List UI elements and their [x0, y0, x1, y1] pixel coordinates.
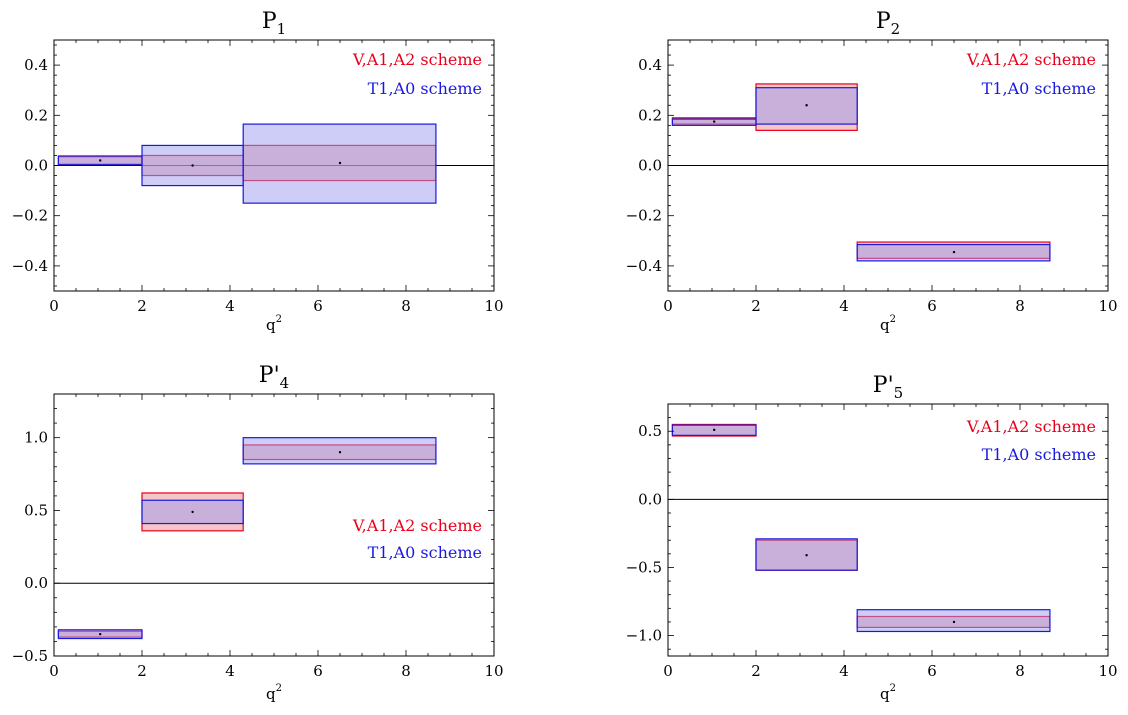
x-tick-label: 2	[137, 662, 147, 680]
x-tick-label: 4	[839, 297, 849, 315]
central-value-point-2	[191, 164, 194, 167]
panel-title: P'5	[873, 373, 903, 402]
x-tick-label: 2	[751, 662, 761, 680]
central-value-point-2	[191, 510, 194, 514]
blue-band-3	[856, 609, 1051, 633]
y-tick-label: −0.2	[626, 207, 662, 225]
x-tick-label: 2	[137, 297, 147, 315]
legend-red-label: V,A1,A2 scheme	[966, 50, 1096, 69]
y-tick-label: 0.2	[24, 106, 48, 124]
x-tick-label: 10	[1098, 297, 1117, 315]
x-axis-label: q2	[266, 683, 282, 703]
x-tick-label: 10	[484, 662, 503, 680]
legend-blue-label: T1,A0 scheme	[368, 79, 482, 98]
central-value-point-3	[338, 161, 342, 165]
x-tick-label: 8	[1015, 662, 1025, 680]
panel-title: P1	[262, 9, 286, 38]
y-tick-label: −0.4	[12, 257, 48, 275]
central-value-point-1	[99, 159, 102, 162]
y-tick-label: −0.5	[626, 558, 662, 576]
central-value-point-2	[805, 104, 808, 107]
legend-red-label: V,A1,A2 scheme	[352, 50, 482, 69]
blue-band-3	[242, 437, 437, 465]
x-axis-label: q2	[880, 314, 896, 334]
x-tick-label: 0	[49, 662, 59, 680]
y-tick-label: 0.2	[638, 106, 662, 124]
legend-red-label: V,A1,A2 scheme	[352, 516, 482, 535]
x-tick-label: 0	[663, 297, 673, 315]
y-tick-label: 0.4	[24, 56, 48, 74]
y-tick-label: 0.0	[638, 490, 662, 508]
legend-blue-label: T1,A0 scheme	[368, 543, 482, 562]
central-value-point-3	[338, 451, 342, 454]
x-tick-label: 4	[225, 297, 235, 315]
x-tick-label: 8	[401, 297, 411, 315]
y-tick-label: 0.0	[24, 574, 48, 592]
panel-1: 0 2 4 6 8 10 −0.4 −0.2 0.0 0.2 0.4 P1 q2 V,A1,A2 sche…	[12, 9, 504, 334]
panel-2: 0 2 4 6 8 10 −0.4 −0.2 0.0 0.2 0.4 P2 q2 V,A1,A2 sche…	[626, 9, 1118, 334]
y-tick-label: 1.0	[24, 429, 48, 447]
y-tick-label: −0.2	[12, 207, 48, 225]
central-value-point-2	[805, 554, 808, 557]
panel-title: P2	[876, 9, 900, 38]
y-tick-label: 0.0	[24, 157, 48, 175]
y-tick-label: −0.5	[12, 647, 48, 665]
x-tick-label: 6	[313, 662, 323, 680]
central-value-point-3	[952, 620, 956, 624]
x-tick-label: 10	[1098, 662, 1117, 680]
central-value-point-1	[713, 428, 716, 432]
y-tick-label: −1.0	[626, 627, 662, 645]
x-tick-label: 6	[313, 297, 323, 315]
x-axis-label: q2	[880, 683, 896, 703]
x-tick-label: 2	[751, 297, 761, 315]
y-tick-label: 0.0	[638, 157, 662, 175]
panel-3: 0 2 4 6 8 10 −0.5 0.0 0.5 1.0 P'4 q2 V,A1,A2 scheme T…	[12, 363, 504, 703]
y-tick-label: 0.4	[638, 56, 662, 74]
x-tick-label: 0	[49, 297, 59, 315]
y-tick-label: −0.4	[626, 257, 662, 275]
panel-title: P'4	[259, 363, 289, 392]
x-tick-label: 8	[401, 662, 411, 680]
x-axis-label: q2	[266, 314, 282, 334]
x-tick-label: 6	[927, 662, 937, 680]
x-tick-label: 4	[225, 662, 235, 680]
x-tick-label: 8	[1015, 297, 1025, 315]
x-tick-label: 0	[663, 662, 673, 680]
y-tick-label: 0.5	[638, 422, 662, 440]
panel-4: 0 2 4 6 8 10 −1.0 −0.5 0.0 0.5 P'5 q2 V,A1,A2 scheme…	[626, 373, 1118, 703]
central-value-point-3	[952, 250, 956, 254]
legend-blue-label: T1,A0 scheme	[982, 445, 1096, 464]
x-tick-label: 10	[484, 297, 503, 315]
x-tick-label: 6	[927, 297, 937, 315]
legend-red-label: V,A1,A2 scheme	[966, 417, 1096, 436]
central-value-point-1	[713, 120, 716, 123]
legend-blue-label: T1,A0 scheme	[982, 79, 1096, 98]
x-tick-label: 4	[839, 662, 849, 680]
y-tick-label: 0.5	[24, 501, 48, 519]
central-value-point-1	[99, 632, 102, 636]
